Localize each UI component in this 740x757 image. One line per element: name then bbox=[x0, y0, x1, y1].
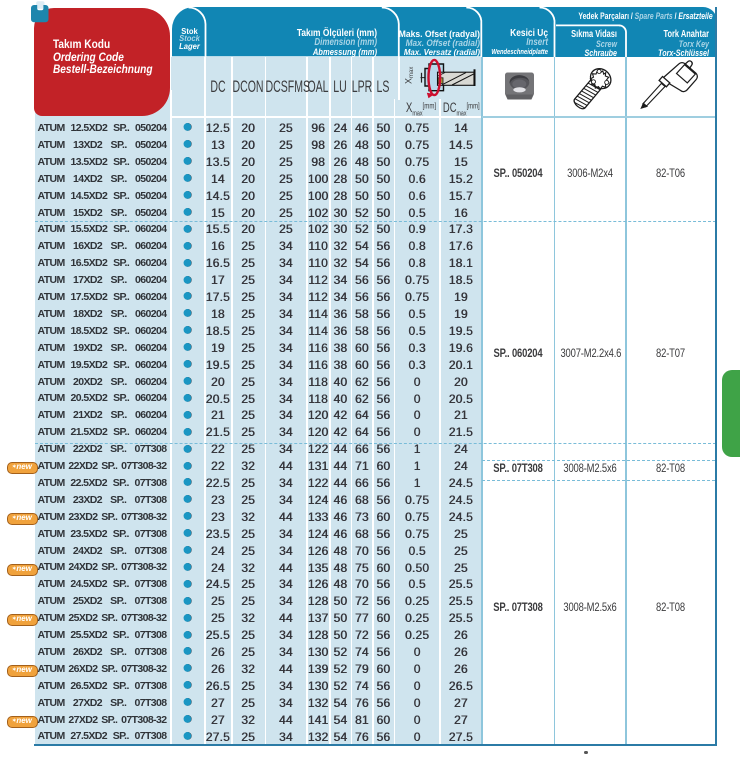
svg-text:Xmax: Xmax bbox=[404, 67, 416, 84]
